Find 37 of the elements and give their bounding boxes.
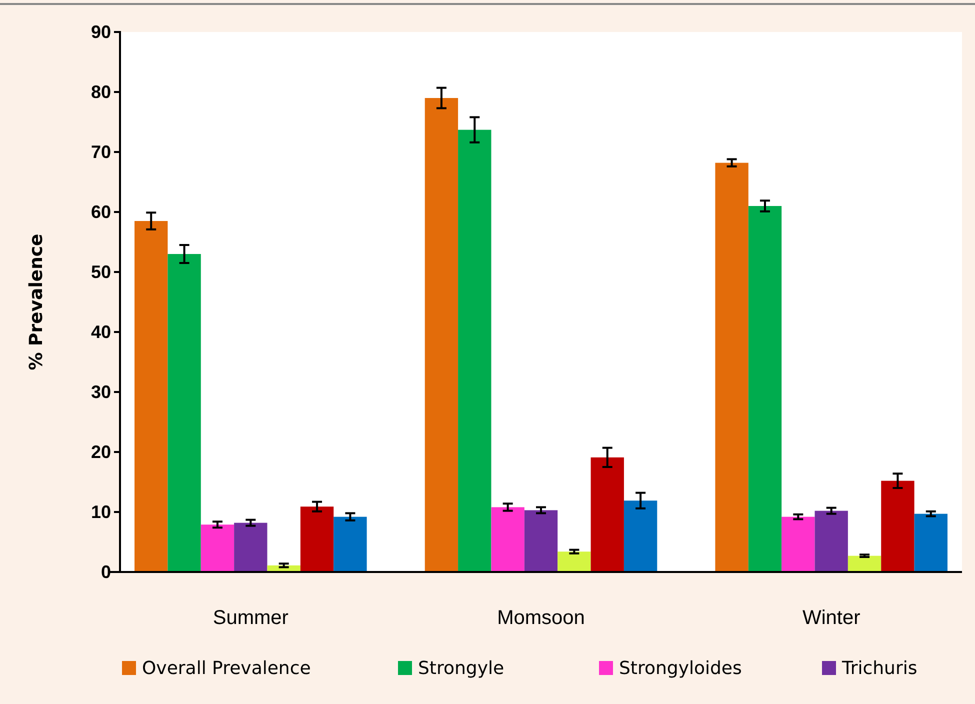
y-axis-title: % Prevalence bbox=[26, 234, 47, 370]
bar bbox=[134, 221, 168, 572]
y-tick-label: 30 bbox=[90, 382, 111, 402]
legend-label: Trichuris bbox=[841, 658, 918, 679]
legend-label: Strongyloides bbox=[619, 658, 742, 679]
bar bbox=[624, 500, 658, 572]
bar bbox=[881, 480, 914, 572]
x-tick-label: Summer bbox=[212, 607, 289, 630]
bar bbox=[424, 98, 458, 572]
legend-label: Overall Prevalence bbox=[142, 658, 311, 679]
y-tick-label: 80 bbox=[90, 82, 111, 102]
bar bbox=[168, 254, 201, 572]
bar bbox=[300, 506, 334, 572]
y-tick-label: 20 bbox=[90, 442, 111, 462]
bar bbox=[200, 524, 234, 572]
y-tick-label: 60 bbox=[90, 202, 111, 222]
y-tick-label: 10 bbox=[90, 502, 111, 522]
bar bbox=[558, 552, 591, 572]
bar bbox=[334, 516, 367, 572]
y-tick-label: 50 bbox=[90, 262, 111, 282]
x-tick-label: Winter bbox=[802, 607, 861, 630]
bar bbox=[914, 514, 948, 572]
bar bbox=[234, 522, 268, 572]
bar bbox=[715, 162, 748, 572]
bar bbox=[782, 516, 815, 572]
y-tick-label: 40 bbox=[90, 322, 111, 342]
x-tick-label: Momsoon bbox=[497, 607, 585, 630]
bar bbox=[524, 510, 558, 572]
legend-label: Strongyle bbox=[418, 658, 504, 679]
bar bbox=[458, 130, 492, 572]
bar bbox=[814, 510, 848, 572]
y-tick-label: 70 bbox=[90, 142, 111, 162]
bar bbox=[848, 556, 882, 572]
y-tick-label: 90 bbox=[90, 22, 111, 42]
bar bbox=[748, 206, 782, 572]
bar bbox=[590, 457, 624, 572]
bar bbox=[491, 507, 524, 572]
